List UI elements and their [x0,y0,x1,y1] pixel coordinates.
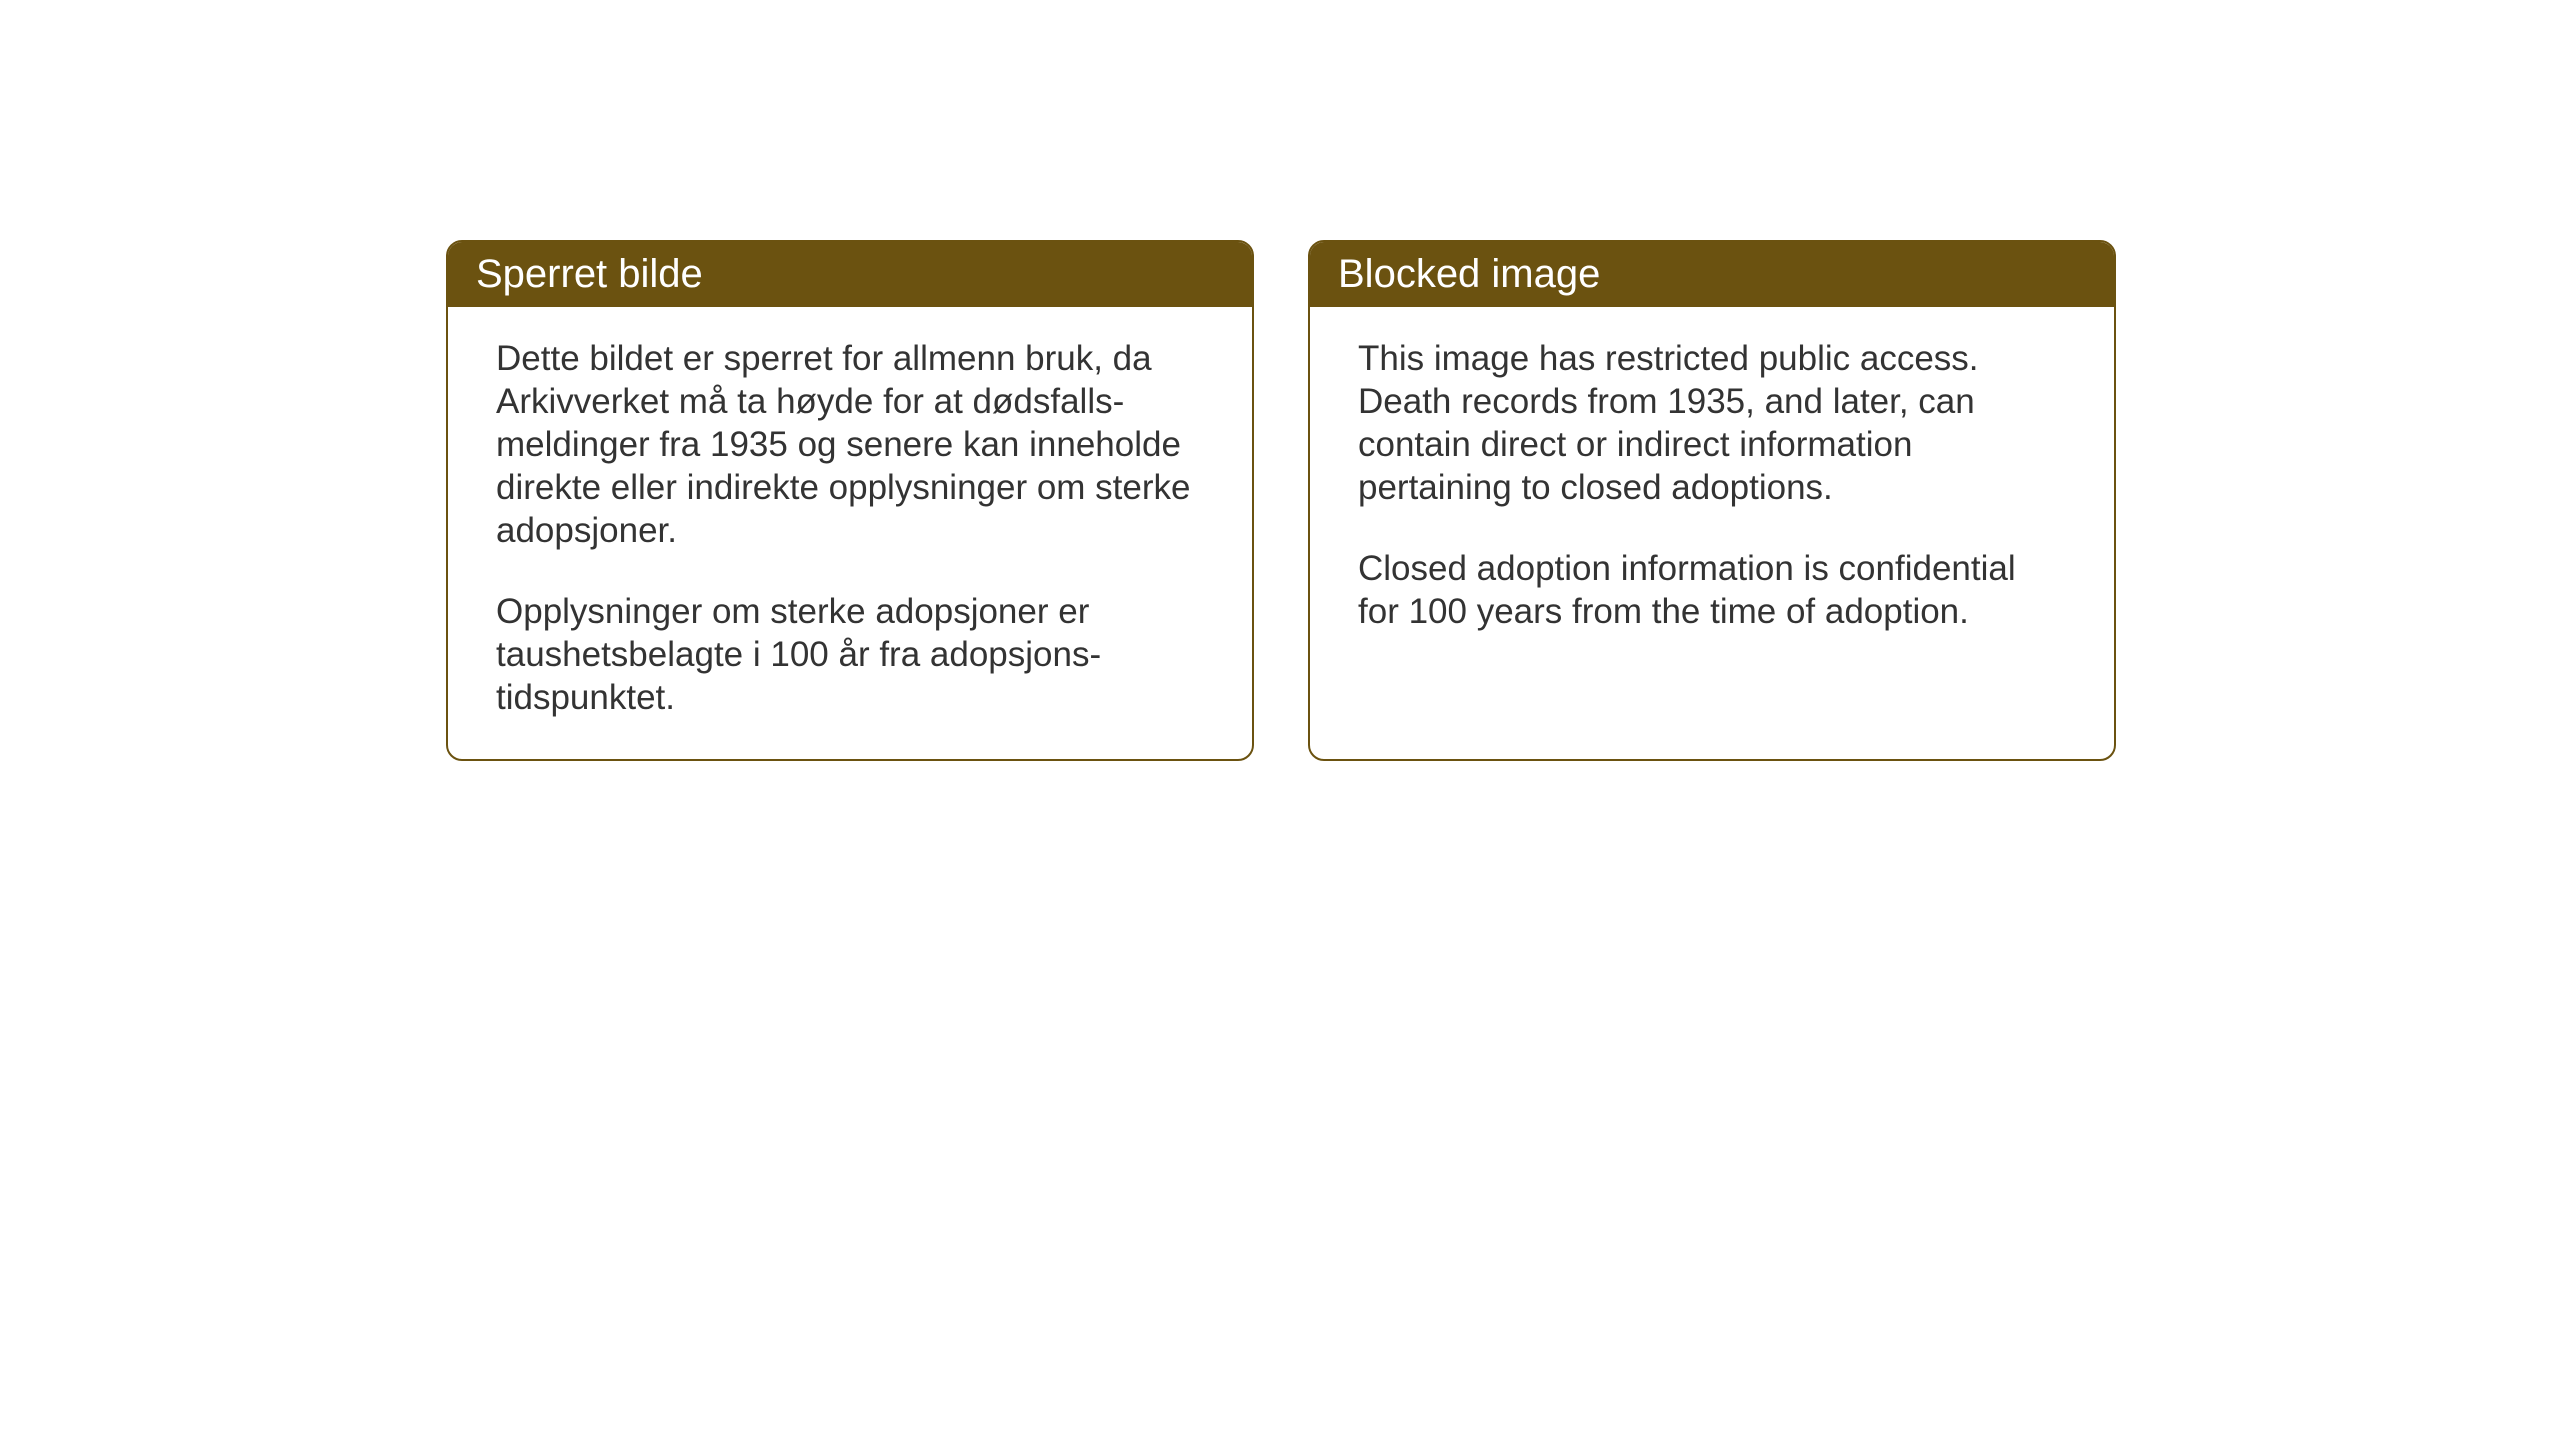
card-body-english: This image has restricted public access.… [1310,307,2114,673]
card-title-english: Blocked image [1338,252,1600,296]
card-body-norwegian: Dette bildet er sperret for allmenn bruk… [448,307,1252,759]
card-title-norwegian: Sperret bilde [476,252,703,296]
card-paragraph2-english: Closed adoption information is confident… [1358,547,2066,633]
card-paragraph1-norwegian: Dette bildet er sperret for allmenn bruk… [496,337,1204,552]
notice-card-english: Blocked image This image has restricted … [1308,240,2116,761]
notice-container: Sperret bilde Dette bildet er sperret fo… [446,240,2116,761]
card-paragraph2-norwegian: Opplysninger om sterke adopsjoner er tau… [496,590,1204,719]
notice-card-norwegian: Sperret bilde Dette bildet er sperret fo… [446,240,1254,761]
card-paragraph1-english: This image has restricted public access.… [1358,337,2066,509]
card-header-norwegian: Sperret bilde [448,242,1252,307]
card-header-english: Blocked image [1310,242,2114,307]
